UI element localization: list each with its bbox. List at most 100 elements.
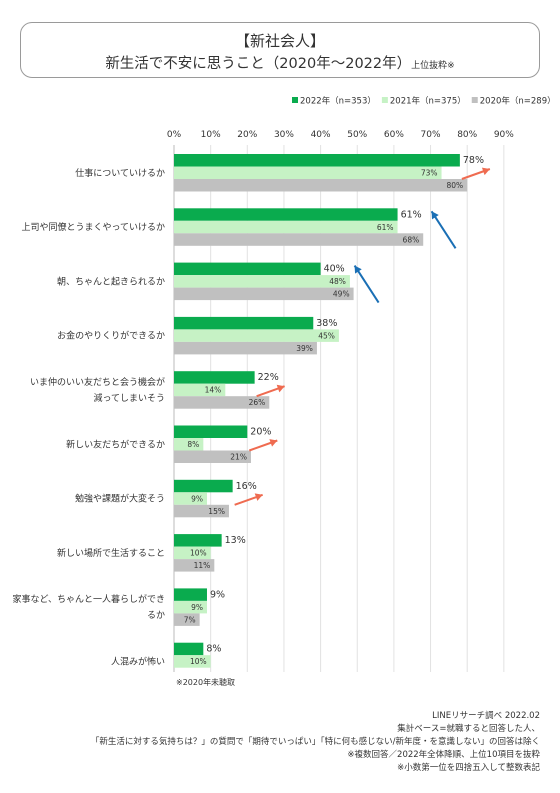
- legend-label: 2020年（n=289）: [480, 96, 556, 107]
- data-label: 45%: [318, 331, 335, 340]
- legend-swatch: [292, 97, 298, 103]
- data-label: 16%: [236, 481, 257, 492]
- category-label: 新しい場所で生活すること: [57, 547, 165, 559]
- note-line: 集計ベース=就職すると回答した人、: [397, 724, 540, 734]
- x-tick-label: 30%: [274, 130, 294, 140]
- bar: [174, 425, 248, 438]
- data-label: 61%: [377, 223, 394, 232]
- data-label: 7%: [184, 615, 196, 624]
- bar-chart: 2022年（n=353） 2021年（n=375） 2020年（n=289） 0% 10…: [12, 96, 556, 672]
- data-label: 15%: [208, 507, 225, 516]
- data-label: 48%: [329, 277, 346, 286]
- note-2020-not-surveyed: ※2020年未聴取: [176, 678, 236, 687]
- legend-label: 2021年（n=375）: [390, 96, 466, 107]
- x-tick-label: 20%: [237, 130, 257, 140]
- data-label: 21%: [230, 453, 247, 462]
- bar: [174, 166, 442, 179]
- data-label: 9%: [210, 589, 225, 600]
- bar: [174, 208, 398, 221]
- legend-label: 2022年（n=353）: [300, 96, 376, 107]
- bar: [174, 504, 229, 518]
- bar: [174, 613, 200, 626]
- x-tick-label: 0%: [167, 130, 182, 140]
- bar: [174, 559, 215, 572]
- bar: [174, 371, 255, 384]
- data-label: 78%: [463, 155, 484, 166]
- bar: [174, 341, 317, 355]
- category-label: るか: [147, 610, 165, 621]
- category-label: 仕事についていけるか: [75, 167, 165, 179]
- note-line: ※小数第一位を四捨五入して整数表記: [397, 763, 540, 773]
- data-label: 68%: [403, 235, 420, 244]
- data-label: 20%: [250, 427, 271, 438]
- bar: [174, 492, 207, 505]
- data-label: 80%: [447, 181, 464, 190]
- trend-arrow-shaft: [430, 210, 457, 249]
- source-notes: LINEリサーチ調べ 2022.02 集計ベース=就職すると回答した人、 「新生…: [91, 710, 540, 775]
- x-tick-label: 60%: [384, 130, 404, 140]
- data-label: 22%: [258, 372, 279, 383]
- chart-title: 【新社会人】: [234, 32, 325, 50]
- trend-arrow-head: [354, 265, 362, 274]
- bar: [174, 642, 204, 656]
- data-label: 38%: [316, 318, 337, 329]
- bar: [174, 534, 222, 547]
- bar: [174, 600, 207, 614]
- chart-subtitle: 新生活で不安に思うこと（2020年～2022年）上位抜粋※: [21, 52, 539, 73]
- category-label: 勉強や課題が大変そう: [75, 493, 165, 505]
- legend-swatch: [381, 97, 388, 103]
- category-label: 人混みが怖い: [111, 655, 165, 667]
- trend-arrow-head: [254, 493, 263, 501]
- bar: [174, 233, 424, 246]
- bar: [174, 546, 211, 560]
- trend-arrow-head: [481, 167, 490, 176]
- data-label: 8%: [187, 440, 199, 449]
- category-label: お金のやりくりができるか: [57, 330, 165, 342]
- data-label: 13%: [225, 535, 246, 546]
- data-label: 49%: [333, 290, 350, 299]
- category-label: 減ってしまいそう: [93, 392, 165, 404]
- data-label: 10%: [190, 549, 207, 558]
- trend-arrow-head: [276, 384, 285, 393]
- x-tick-label: 50%: [347, 130, 367, 140]
- x-tick-label: 70%: [421, 130, 441, 140]
- title-box: 【新社会人】 新生活で不安に思うこと（2020年～2022年）上位抜粋※: [20, 22, 540, 78]
- data-label: 14%: [205, 386, 222, 395]
- x-tick-label: 90%: [494, 130, 514, 140]
- data-label: 61%: [401, 209, 422, 220]
- x-tick-label: 10%: [201, 130, 221, 140]
- bar: [174, 220, 398, 234]
- data-label: 9%: [191, 603, 203, 612]
- trend-arrow-shaft: [353, 265, 380, 304]
- bar: [174, 438, 204, 451]
- x-tick-label: 40%: [311, 130, 331, 140]
- bar: [174, 316, 314, 330]
- data-label: 73%: [421, 169, 438, 178]
- data-label: 9%: [191, 494, 203, 503]
- legend-swatch: [471, 97, 478, 103]
- chart-subtitle-note: 上位抜粋※: [411, 61, 455, 71]
- bar: [174, 479, 233, 493]
- data-label: 26%: [249, 398, 266, 407]
- data-label: 11%: [194, 561, 211, 570]
- category-label: 朝、ちゃんと起きられるか: [57, 276, 165, 287]
- bar: [174, 287, 354, 301]
- note-line: 「新生活に対する気持ちは？」の質問で「期待でいっぱい」「特に何も感じない/新年度…: [90, 737, 540, 747]
- x-tick-label: 80%: [457, 130, 477, 140]
- bar: [174, 655, 211, 668]
- data-label: 40%: [324, 264, 345, 275]
- trend-arrow-head: [431, 211, 439, 220]
- bar: [174, 450, 251, 463]
- bar: [174, 383, 226, 397]
- bar: [174, 588, 207, 601]
- category-label: 家事など、ちゃんと一人暮らしができ: [12, 593, 165, 605]
- trend-arrow-head: [269, 439, 278, 447]
- bar: [174, 275, 350, 288]
- chart-subtitle-main: 新生活で不安に思うこと（2020年～2022年）: [105, 56, 412, 72]
- bar: [174, 179, 468, 192]
- bar: [174, 329, 339, 342]
- bar: [174, 154, 460, 167]
- data-label: 8%: [206, 644, 221, 655]
- bar: [174, 396, 270, 409]
- data-label: 10%: [190, 657, 207, 666]
